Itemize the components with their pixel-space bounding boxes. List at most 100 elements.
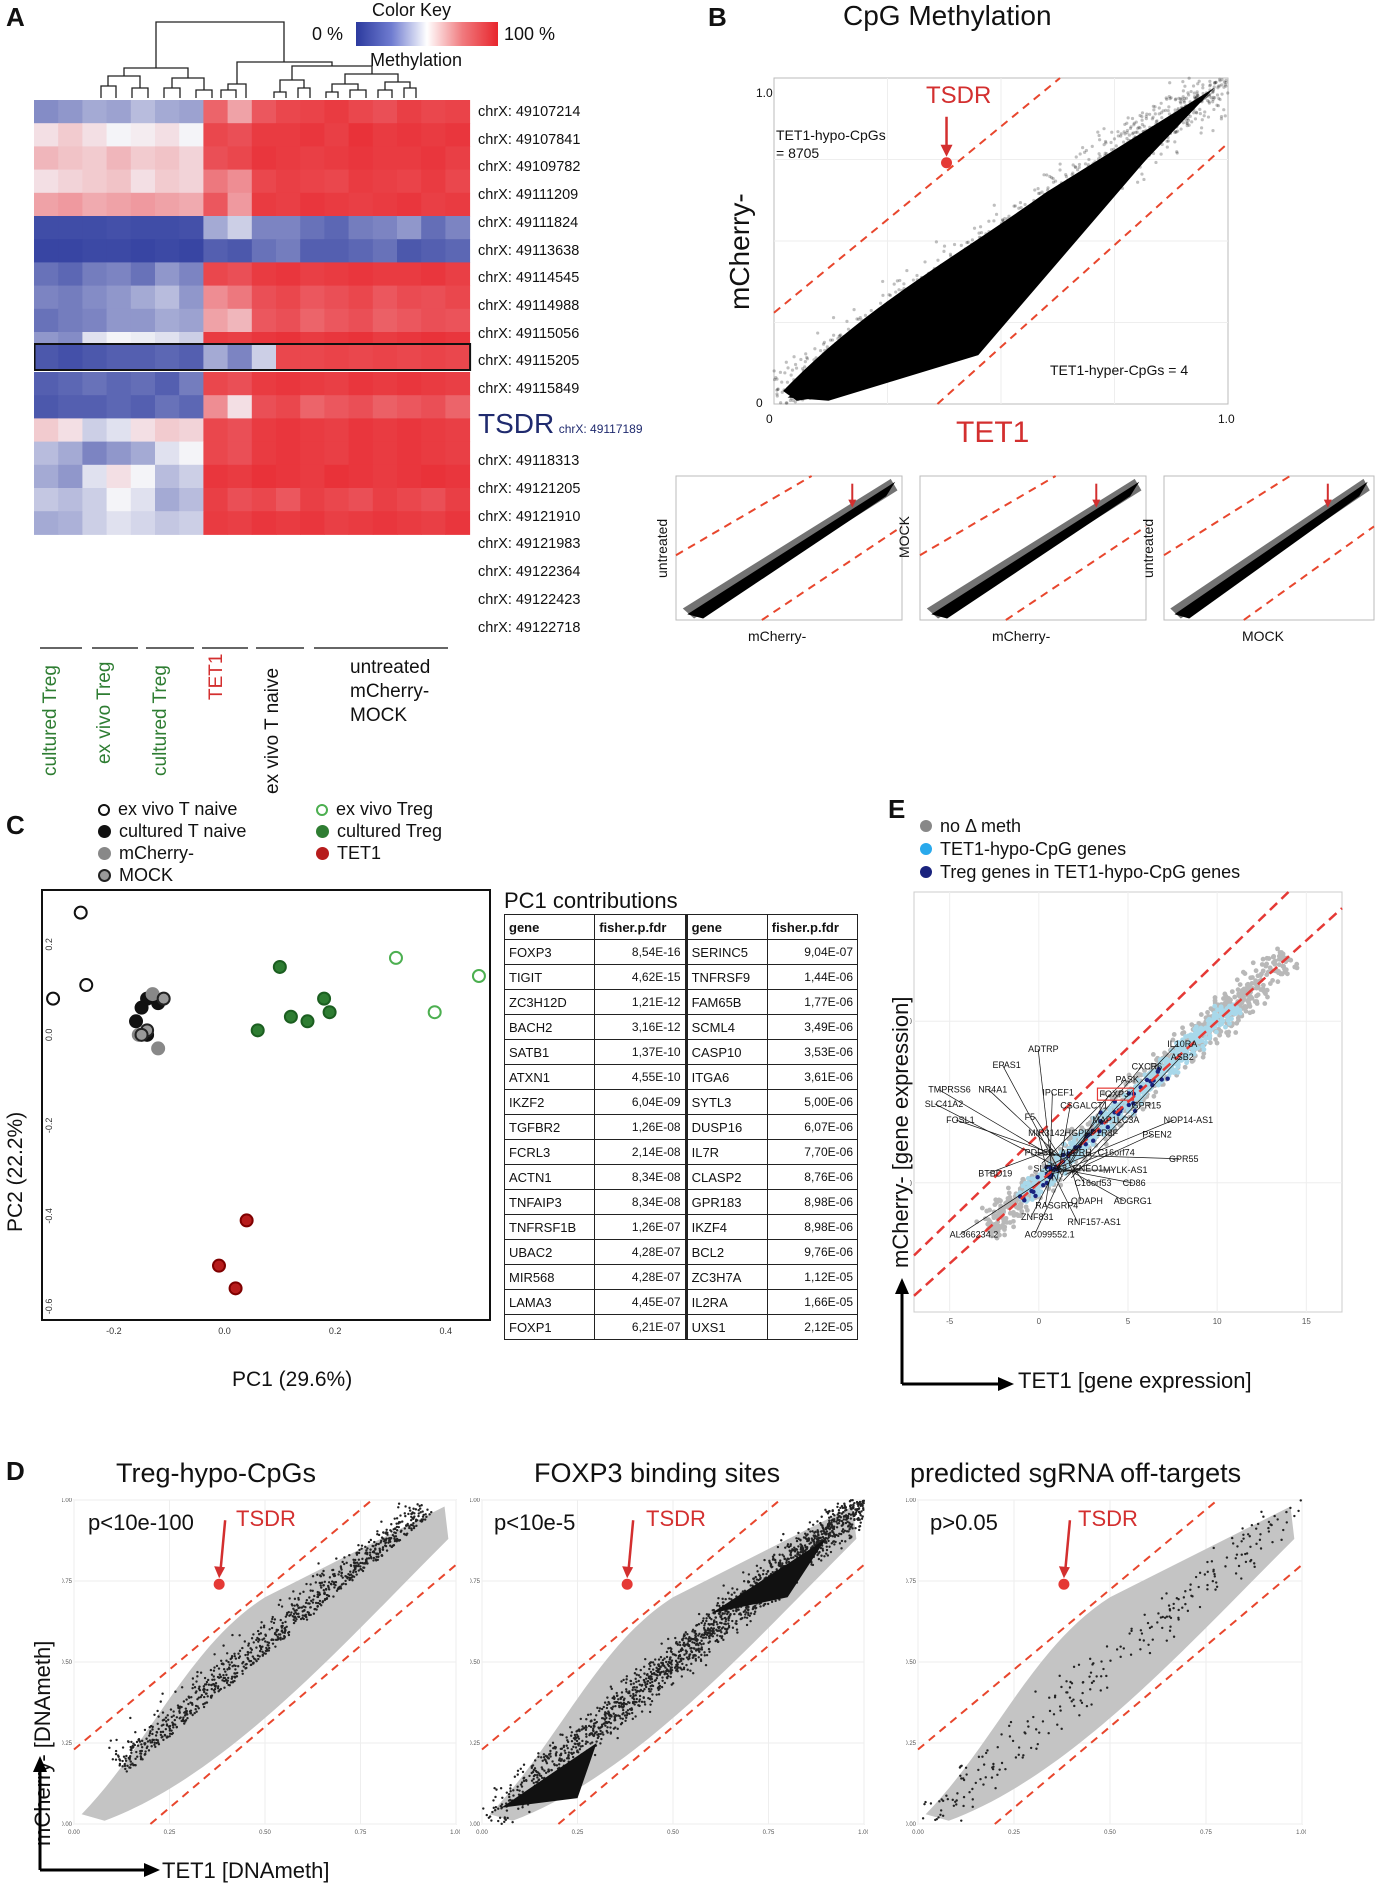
heatmap-row-label: chrX: 49122423 (478, 591, 581, 608)
highlighted-cpg-point (279, 1618, 282, 1622)
pca-point (79, 978, 94, 993)
heatmap-cell (397, 169, 422, 194)
scatter-point (1179, 101, 1183, 105)
d-title-3: predicted sgRNA off-targets (910, 1458, 1242, 1488)
heatmap-cell (348, 146, 374, 171)
gene-point (1170, 1037, 1176, 1043)
heatmap-cell (179, 441, 204, 466)
heatmap-cell (251, 395, 277, 419)
highlighted-cpg-point (302, 1605, 305, 1608)
highlighted-cpg-point (134, 1731, 137, 1734)
d-title-2: FOXP3 binding sites (534, 1458, 781, 1488)
gray-circle-icon (98, 847, 111, 860)
heatmap-cell (372, 192, 398, 217)
small-scatter-untreated-vs-mock (1163, 475, 1375, 621)
table-cell: TNFRSF1B (503, 1214, 596, 1240)
y-tick-label: 0.50 (62, 1660, 73, 1666)
gene-point (1040, 1169, 1046, 1175)
heatmap-cell (106, 123, 132, 147)
pc1-table-title: PC1 contributions (504, 888, 678, 913)
treg-gene-point (1031, 1189, 1036, 1194)
highlighted-cpg-point (327, 1581, 331, 1584)
heatmap-cell (203, 146, 229, 171)
highlighted-cpg-point (820, 1515, 823, 1518)
scatter-point (895, 279, 899, 283)
highlighted-cpg-point (359, 1565, 362, 1568)
highlighted-cpg-point (245, 1662, 248, 1666)
pca-ylabel: PC2 (22.2%) (4, 1111, 27, 1232)
highlighted-cpg-point (840, 1512, 844, 1515)
scatter-point (888, 293, 892, 298)
highlighted-cpg-point (151, 1728, 154, 1731)
scatter-point (1116, 134, 1120, 138)
gene-label: EPAS1 (992, 1060, 1020, 1070)
heatmap-cell (372, 239, 398, 263)
highlighted-cpg-point (270, 1638, 273, 1642)
scatter-point (1173, 130, 1177, 135)
heatmap-cell (106, 488, 132, 512)
heatmap-cell (155, 308, 180, 333)
highlighted-cpg-point (639, 1668, 642, 1672)
heatmap-cell (203, 344, 229, 371)
heatmap-cell (82, 418, 108, 443)
y-tick-label: 0.50 (470, 1660, 481, 1666)
heatmap-cell (276, 285, 301, 310)
highlighted-cpg-point (212, 1669, 216, 1672)
highlighted-cpg-point (348, 1553, 351, 1557)
pca-legend-left: ex vivo T naive cultured T naive mCherry… (98, 798, 246, 886)
highlighted-cpg-point (587, 1724, 591, 1728)
scatter-point (1223, 114, 1227, 118)
highlighted-cpg-point (626, 1709, 630, 1712)
highlighted-cpg-point (156, 1709, 159, 1713)
scatter-point (1193, 117, 1198, 121)
scatter-point (1046, 186, 1050, 190)
highlighted-cpg-point (663, 1681, 667, 1685)
highlighted-cpg-point (231, 1680, 235, 1684)
gene-point (1118, 1122, 1124, 1128)
heatmap-cell (445, 216, 471, 240)
highlighted-cpg-point (227, 1676, 230, 1680)
highlighted-cpg-point (169, 1708, 173, 1711)
highlighted-cpg-point (424, 1513, 427, 1516)
gene-label-leader (1066, 1157, 1085, 1184)
heatmap-cell (203, 395, 229, 419)
small0-ylabel: untreated (654, 518, 670, 578)
panel-e-label: E (888, 794, 906, 824)
gene-point (1284, 971, 1290, 977)
highlighted-cpg-point (271, 1617, 274, 1621)
highlighted-cpg-point (126, 1764, 129, 1767)
heatmap-cell (276, 511, 301, 535)
highlighted-cpg-point (195, 1680, 198, 1683)
heatmap-cell (300, 123, 325, 147)
highlighted-cpg-point (331, 1568, 335, 1572)
scatter-point (1070, 173, 1074, 177)
highlighted-cpg-point (414, 1520, 418, 1523)
highlighted-cpg-point (736, 1631, 739, 1634)
heatmap-cell (300, 308, 325, 333)
threshold-line (73, 1499, 373, 1751)
gene-point (1011, 1224, 1016, 1230)
highlighted-cpg-point (136, 1744, 140, 1747)
gene-label-leader (1052, 1167, 1133, 1184)
highlighted-cpg-point (252, 1633, 255, 1636)
highlighted-cpg-point (377, 1552, 380, 1556)
table-cell: 5,00E-06 (766, 1089, 859, 1115)
scatter-point (1140, 115, 1144, 119)
highlighted-cpg-point (825, 1510, 828, 1513)
panel-d-label: D (6, 1456, 25, 1486)
highlighted-cpg-point (749, 1619, 752, 1623)
highlighted-cpg-point (401, 1520, 404, 1523)
heatmap-cell (203, 285, 229, 310)
b-xlabel: TET1 (956, 416, 1030, 449)
scatter-point (855, 317, 859, 321)
scatter-point (965, 240, 969, 245)
y-tick-label: 0.0 (44, 1029, 54, 1042)
highlighted-cpg-point (168, 1724, 172, 1728)
gene-point (1260, 968, 1266, 974)
table-cell: 9,04E-07 (766, 939, 859, 965)
heatmap-cell (251, 100, 277, 124)
highlighted-cpg-point (312, 1612, 316, 1615)
heatmap-row-label: chrX: 49114988 (478, 297, 580, 314)
highlighted-cpg-point (320, 1586, 323, 1589)
tsdr-arrowhead (214, 1566, 226, 1579)
